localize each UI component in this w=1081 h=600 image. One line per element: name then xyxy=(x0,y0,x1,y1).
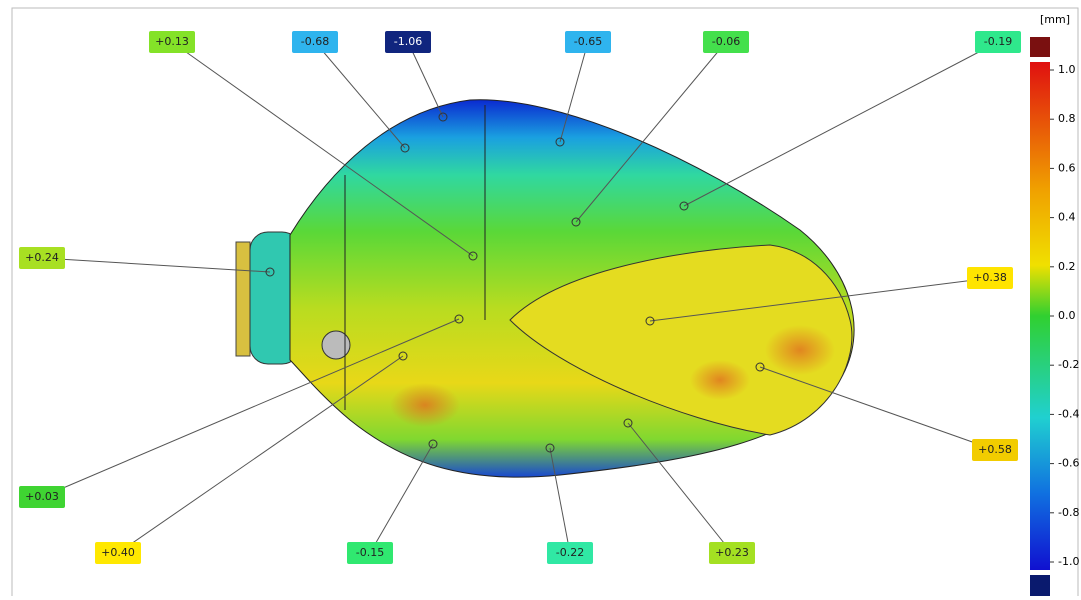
callout-box xyxy=(565,31,611,53)
leader-line xyxy=(575,41,727,223)
probe-point xyxy=(265,267,275,277)
callout-label: -0.15 xyxy=(356,546,384,559)
callout-label: -0.22 xyxy=(556,546,584,559)
callout-box xyxy=(975,31,1021,53)
leader-line xyxy=(549,447,571,554)
callout-label: -0.68 xyxy=(301,35,329,48)
tick-label: -0.6 xyxy=(1058,457,1079,470)
callout-label: -0.19 xyxy=(984,35,1012,48)
tick-label: -0.2 xyxy=(1058,358,1079,371)
tick-label: 0.2 xyxy=(1058,260,1076,273)
leader-line xyxy=(41,318,460,498)
legend-unit: [mm] xyxy=(1040,13,1070,26)
hot-spot xyxy=(765,325,835,375)
callout-box xyxy=(149,31,195,53)
tick-label: 0.4 xyxy=(1058,211,1076,224)
tick-label: 0.8 xyxy=(1058,112,1076,125)
over-swatch xyxy=(1030,37,1050,57)
callout-label: +0.24 xyxy=(25,251,59,264)
probe-point xyxy=(623,418,633,428)
callout-box xyxy=(19,247,65,269)
probe-point xyxy=(400,143,410,153)
callout-label: +0.23 xyxy=(715,546,749,559)
leader-line xyxy=(41,257,271,273)
tick-label: -1.0 xyxy=(1058,555,1079,568)
inner-face xyxy=(509,244,853,436)
flange xyxy=(235,241,251,357)
probe-point xyxy=(645,316,655,326)
probe-point xyxy=(555,137,565,147)
leader-line xyxy=(314,41,406,149)
under-swatch xyxy=(1030,575,1050,597)
probe-point xyxy=(398,351,408,361)
tick-label: -0.4 xyxy=(1058,407,1079,420)
frame xyxy=(11,7,1079,600)
leader-line xyxy=(683,41,999,207)
part xyxy=(235,99,855,478)
callout-box xyxy=(967,267,1013,289)
hot-spot xyxy=(690,360,750,400)
leader-line xyxy=(117,355,404,554)
callout-box xyxy=(547,542,593,564)
callout-box xyxy=(347,542,393,564)
callout-label: +0.13 xyxy=(155,35,189,48)
callout-box xyxy=(19,486,65,508)
callout-label: -0.65 xyxy=(574,35,602,48)
hot-spot xyxy=(390,383,460,427)
callout-box xyxy=(972,439,1018,461)
tick-label: 1.0 xyxy=(1058,63,1076,76)
tick-label: 0.6 xyxy=(1058,161,1076,174)
callout-label: +0.58 xyxy=(978,443,1012,456)
leader-line xyxy=(627,422,733,554)
tick-label: -0.8 xyxy=(1058,506,1079,519)
leader-line xyxy=(759,366,996,451)
color-bar xyxy=(1030,62,1050,570)
callout-label: +0.40 xyxy=(101,546,135,559)
leader-line xyxy=(559,41,589,143)
probe-point xyxy=(438,112,448,122)
leader-line xyxy=(369,443,434,554)
callout-box xyxy=(292,31,338,53)
callout-label: -0.06 xyxy=(712,35,740,48)
leader-line xyxy=(407,41,444,118)
probe-point xyxy=(571,217,581,227)
callout-label: -1.06 xyxy=(394,35,422,48)
probe-point xyxy=(545,443,555,453)
probe-point xyxy=(454,314,464,324)
callout-box xyxy=(703,31,749,53)
hole xyxy=(321,330,351,360)
probe-point xyxy=(468,251,478,261)
callout-box xyxy=(385,31,431,53)
probe-point xyxy=(428,439,438,449)
probe-point xyxy=(679,201,689,211)
probe-point xyxy=(755,362,765,372)
leader-line xyxy=(649,277,991,322)
leader-line xyxy=(171,41,474,257)
callout-label: +0.03 xyxy=(25,490,59,503)
callout-box xyxy=(709,542,755,564)
callout-box xyxy=(95,542,141,564)
callout-label: +0.38 xyxy=(973,271,1007,284)
tick-label: 0.0 xyxy=(1058,309,1076,322)
